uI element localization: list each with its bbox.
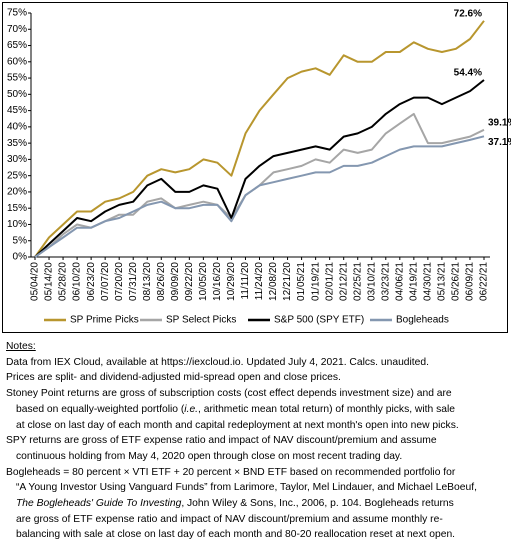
notes: Notes: Data from IEX Cloud, available at… <box>6 339 509 540</box>
end-label: 39.1% <box>488 117 511 128</box>
series-line <box>34 79 485 258</box>
x-tick-label: 09/22/20 <box>184 262 195 301</box>
x-tick-label: 05/13/21 <box>437 262 448 301</box>
note-line: Stoney Point returns are gross of subscr… <box>6 386 509 402</box>
end-label: 37.1% <box>488 137 511 148</box>
legend-label: Bogleheads <box>396 315 449 326</box>
x-tick-label: 07/20/20 <box>114 262 125 301</box>
chart-border <box>2 2 508 333</box>
x-tick-label: 12/21/20 <box>282 262 293 301</box>
note-line: are gross of ETF expense ratio and impac… <box>6 512 509 528</box>
x-tick-label: 02/25/21 <box>352 262 363 301</box>
note-text: , John Wiley & Sons, Inc., 2006, p. 104.… <box>181 498 454 510</box>
x-tick-label: 05/04/20 <box>30 262 41 301</box>
y-tick-label: 20% <box>7 187 27 198</box>
x-tick-label: 05/26/21 <box>451 262 462 301</box>
note-text: Bogleheads = 80 percent × VTI ETF + 20 p… <box>6 466 456 478</box>
chart: 0% 5% 10% 15% 20% 25% 30% 35% 40% 45% 50% 55% 60% 65%… <box>2 2 511 333</box>
y-tick-label: 5% <box>13 235 28 246</box>
note-line: at close on last day of each month and c… <box>6 418 509 434</box>
note-text: Data from IEX Cloud, available at https:… <box>6 356 429 368</box>
x-tick-label: 05/28/20 <box>58 262 69 301</box>
x-tick-label: 06/09/21 <box>465 262 476 301</box>
y-tick-label: 65% <box>7 40 27 51</box>
note-text: SPY returns are gross of ETF expense rat… <box>6 435 437 447</box>
x-tick-label: 05/14/20 <box>44 262 55 301</box>
note-text: Stoney Point returns are gross of subscr… <box>6 388 452 400</box>
end-label: 72.6% <box>454 8 482 19</box>
note-line: continuous holding from May 4, 2020 open… <box>6 449 509 465</box>
note-text: are gross of ETF expense ratio and impac… <box>16 513 443 525</box>
y-tick-label: 45% <box>7 105 27 116</box>
x-tick-label: 06/10/20 <box>72 262 83 301</box>
series-line <box>34 135 485 258</box>
note-line: balancing with sale at close on last day… <box>6 527 509 540</box>
x-tick-label: 01/05/21 <box>296 262 307 301</box>
x-tick-label: 11/24/20 <box>254 262 265 301</box>
y-tick-label: 15% <box>7 203 27 214</box>
note-text: at close on last day of each month and c… <box>16 419 459 431</box>
x-tick-label: 10/16/20 <box>212 262 223 301</box>
y-tick-label: 25% <box>7 170 27 181</box>
series-line <box>34 20 485 258</box>
note-text: , arithmetic mean total return) of month… <box>198 403 455 415</box>
y-tick-label: 40% <box>7 122 27 133</box>
note-line: The Bogleheads' Guide To Investing, John… <box>6 496 509 512</box>
x-tick-label: 03/10/21 <box>366 262 377 301</box>
x-tick-label: 09/09/20 <box>170 262 181 301</box>
x-tick-label: 03/23/21 <box>380 262 391 301</box>
x-tick-label: 07/07/20 <box>100 262 111 301</box>
y-tick-label: 0% <box>13 252 28 263</box>
note-line: “A Young Investor Using Vanguard Funds” … <box>6 480 509 496</box>
note-text: balancing with sale at close on last day… <box>16 529 456 540</box>
note-line: Data from IEX Cloud, available at https:… <box>6 355 509 371</box>
x-tick-label: 08/13/20 <box>142 262 153 301</box>
x-tick-label: 02/01/21 <box>324 262 335 301</box>
y-tick-label: 30% <box>7 154 27 165</box>
x-tick-label: 04/30/21 <box>423 262 434 301</box>
note-text: The Bogleheads' Guide To Investing <box>16 498 182 510</box>
note-text: i.e. <box>184 403 199 415</box>
x-tick-label: 07/31/20 <box>128 262 139 301</box>
note-text: Prices are split- and dividend-adjusted … <box>6 372 341 384</box>
y-tick-label: 50% <box>7 89 27 100</box>
x-tick-label: 04/06/21 <box>394 262 405 301</box>
legend-label: SP Select Picks <box>166 315 236 326</box>
note-line: Prices are split- and dividend-adjusted … <box>6 370 509 386</box>
x-tick-label: 06/22/21 <box>479 262 490 301</box>
x-tick-label: 04/19/21 <box>408 262 419 301</box>
legend-label: SP Prime Picks <box>70 315 139 326</box>
y-tick-label: 70% <box>7 24 27 35</box>
y-tick-label: 60% <box>7 56 27 67</box>
x-tick-label: 06/23/20 <box>86 262 97 301</box>
note-text: based on equally-weighted portfolio ( <box>16 403 185 415</box>
x-tick-label: 01/19/21 <box>310 262 321 301</box>
x-tick-label: 10/05/20 <box>198 262 209 301</box>
x-tick-label: 12/08/20 <box>268 262 279 301</box>
note-line: Bogleheads = 80 percent × VTI ETF + 20 p… <box>6 465 509 481</box>
x-tick-label: 11/11/20 <box>240 262 251 300</box>
note-line: SPY returns are gross of ETF expense rat… <box>6 433 509 449</box>
note-text: “A Young Investor Using Vanguard Funds” … <box>16 482 477 494</box>
legend-label: S&P 500 (SPY ETF) <box>274 315 364 326</box>
y-tick-label: 35% <box>7 138 27 149</box>
x-tick-label: 10/29/20 <box>226 262 237 301</box>
y-tick-label: 10% <box>7 219 27 230</box>
y-tick-label: 55% <box>7 73 27 84</box>
notes-heading: Notes: <box>6 341 36 352</box>
end-label: 54.4% <box>454 68 482 79</box>
y-tick-label: 75% <box>7 8 27 19</box>
x-tick-label: 02/12/21 <box>338 262 349 301</box>
note-line: based on equally-weighted portfolio (i.e… <box>6 402 509 418</box>
x-tick-label: 08/26/20 <box>156 262 167 301</box>
note-text: continuous holding from May 4, 2020 open… <box>16 450 403 462</box>
